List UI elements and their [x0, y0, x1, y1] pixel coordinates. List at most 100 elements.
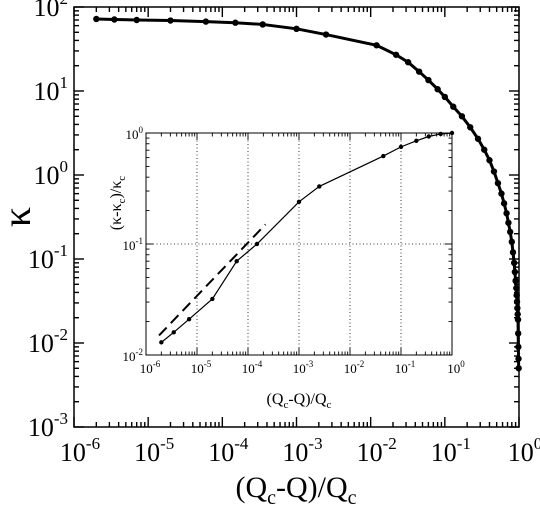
data-point — [467, 124, 474, 131]
x-tick-label: 10-6 — [140, 359, 161, 376]
inset-xlabel-sub1: c — [283, 399, 288, 411]
data-point — [486, 157, 493, 164]
data-point — [232, 19, 239, 26]
x-tick-exponent: 0 — [534, 434, 540, 453]
y-tick-base: 10 — [28, 245, 54, 274]
y-tick-base: 10 — [126, 127, 139, 142]
data-point — [293, 25, 300, 33]
x-tick-exponent: -1 — [408, 359, 416, 369]
x-tick-exponent: 0 — [460, 359, 465, 369]
main-y-axis-title: κ — [0, 207, 39, 227]
x-tick-base: 10 — [60, 438, 86, 467]
y-tick-exponent: 1 — [60, 73, 69, 92]
x-tick-base: 10 — [344, 361, 357, 376]
data-point — [511, 268, 519, 276]
x-tick-base: 10 — [395, 361, 408, 376]
x-tick-label: 100 — [447, 359, 465, 376]
x-tick-exponent: -3 — [306, 359, 314, 369]
x-tick-base: 10 — [134, 438, 160, 467]
data-point — [474, 135, 482, 142]
data-point — [381, 153, 386, 159]
x-tick-base: 10 — [282, 438, 308, 467]
y-tick-base: 10 — [28, 329, 54, 358]
y-tick-exponent: 0 — [139, 125, 144, 135]
data-point — [234, 258, 239, 264]
data-point — [449, 130, 455, 136]
y-tick-exponent: -1 — [54, 241, 68, 260]
x-tick-exponent: -2 — [357, 359, 365, 369]
data-point — [438, 131, 443, 137]
data-point — [317, 184, 322, 189]
y-tick-exponent: -1 — [136, 236, 144, 246]
inset-ylabel-mid: )/κ — [108, 181, 125, 199]
x-tick-label: 10-1 — [395, 359, 416, 376]
data-point — [515, 355, 522, 362]
data-point — [512, 277, 519, 285]
data-point — [458, 113, 466, 120]
inset-xlabel-mid: -Q)/Q — [288, 391, 327, 408]
data-point — [505, 219, 512, 226]
data-point — [398, 144, 404, 150]
x-tick-base: 10 — [447, 361, 460, 376]
x-tick-label: 10-4 — [242, 359, 263, 376]
x-tick-label: 10-5 — [134, 434, 174, 467]
main-x-tick-labels: 10-6 10-5 10-4 10-3 10-2 10-1 100 — [60, 434, 540, 467]
inset-x-axis-title: (Qc-Q)/Qc — [267, 391, 332, 411]
y-tick-label: 100 — [126, 125, 144, 142]
y-tick-label: 100 — [34, 157, 69, 190]
data-point — [415, 68, 423, 75]
x-tick-label: 10-3 — [293, 359, 314, 376]
data-point — [254, 241, 260, 247]
x-tick-base: 10 — [508, 438, 534, 467]
data-point — [513, 284, 520, 292]
main-major-ticks — [73, 6, 520, 428]
main-xlabel-sub2: c — [348, 487, 357, 506]
y-tick-base: 10 — [123, 349, 136, 364]
data-point — [514, 304, 521, 312]
x-tick-base: 10 — [293, 361, 306, 376]
x-tick-exponent: -4 — [234, 434, 249, 453]
inset-x-tick-labels: 10-6 10-5 10-4 10-3 10-2 10-1 100 — [140, 359, 466, 376]
x-tick-base: 10 — [191, 361, 204, 376]
data-point — [434, 86, 441, 93]
main-y-tick-labels: 10210110010-110-210-3 — [28, 0, 68, 442]
x-tick-label: 10-4 — [208, 434, 249, 467]
x-tick-exponent: -6 — [86, 434, 100, 453]
data-point — [171, 330, 176, 335]
x-tick-exponent: -5 — [160, 434, 174, 453]
data-point — [494, 179, 502, 187]
data-point — [500, 200, 508, 207]
y-tick-label: 10-3 — [28, 409, 68, 442]
main-xlabel-mid: -Q)/Q — [276, 471, 348, 504]
y-tick-label: 10-1 — [123, 236, 144, 253]
data-point — [510, 259, 518, 267]
y-tick-exponent: -3 — [54, 409, 68, 428]
data-point — [93, 15, 100, 23]
x-tick-label: 10-6 — [60, 434, 100, 467]
x-tick-exponent: -4 — [255, 359, 263, 369]
data-point — [186, 317, 192, 322]
y-tick-exponent: -2 — [54, 325, 68, 344]
data-point — [404, 59, 412, 66]
data-point — [259, 21, 266, 28]
inset-dashed-reference-line — [158, 223, 267, 337]
y-tick-exponent: 2 — [60, 0, 69, 8]
data-point — [210, 296, 215, 302]
data-point — [133, 16, 140, 24]
x-tick-label: 100 — [508, 434, 540, 467]
data-point — [425, 76, 432, 84]
y-tick-label: 102 — [34, 0, 69, 22]
y-tick-exponent: 0 — [60, 157, 69, 176]
data-point — [506, 228, 514, 236]
data-point — [515, 365, 522, 372]
x-tick-base: 10 — [208, 438, 234, 467]
data-point — [450, 103, 457, 110]
data-point — [202, 18, 210, 25]
data-point — [514, 330, 522, 337]
data-point — [167, 17, 174, 24]
inset-series-points — [159, 130, 455, 345]
y-tick-base: 10 — [34, 0, 60, 22]
inset-minor-ticks — [146, 133, 452, 355]
data-point — [515, 343, 522, 351]
